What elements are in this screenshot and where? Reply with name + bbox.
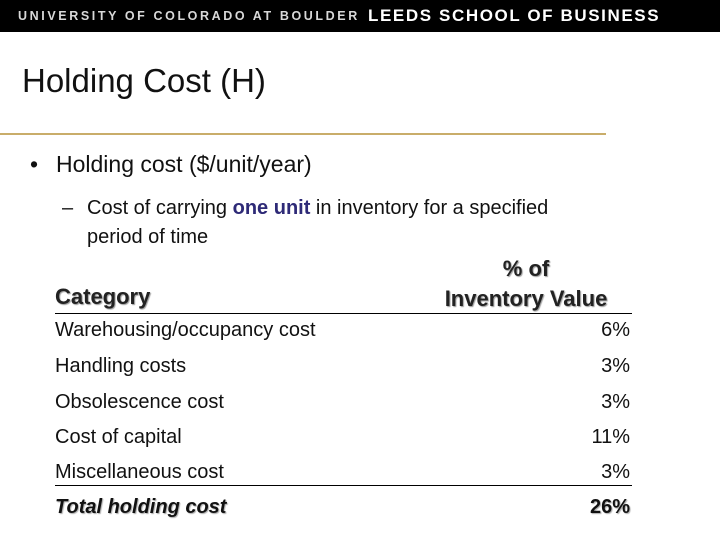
header-banner: UNIVERSITY OF COLORADO AT BOULDER LEEDS … — [0, 0, 720, 32]
header-underline — [55, 313, 632, 314]
row-category: Obsolescence cost — [55, 391, 224, 413]
row-percent: 3% — [601, 461, 630, 483]
bullet-point: • Holding cost ($/unit/year) — [30, 151, 312, 178]
bullet-icon: • — [30, 151, 39, 177]
table-row: Cost of capital 11% — [55, 426, 630, 456]
total-percent: 26% — [589, 496, 630, 518]
row-category: Cost of capital — [55, 426, 182, 448]
row-percent: 3% — [601, 391, 630, 413]
row-category: Warehousing/occupancy cost — [55, 319, 316, 341]
sub-text-post: in inventory for a specified — [310, 197, 549, 219]
sub-bullet-line-1: Cost of carrying one unit in inventory f… — [62, 194, 662, 223]
header-percent-line-1: % of — [502, 256, 550, 281]
row-percent: 11% — [591, 426, 630, 448]
total-category: Total holding cost — [55, 496, 227, 518]
row-percent: 3% — [601, 355, 630, 377]
header-category: Category — [55, 284, 151, 309]
slide-title: Holding Cost (H) — [22, 62, 266, 99]
row-percent: 6% — [601, 319, 630, 341]
sub-bullet: – Cost of carrying one unit in inventory… — [62, 194, 662, 252]
table-row: Warehousing/occupancy cost 6% — [55, 319, 630, 349]
title-divider — [0, 133, 606, 135]
row-category: Miscellaneous cost — [55, 461, 224, 483]
table-row: Miscellaneous cost 3% — [55, 461, 630, 491]
table-row: Handling costs 3% — [55, 355, 630, 385]
sub-text-pre: Cost of carrying — [87, 197, 233, 219]
university-name: UNIVERSITY OF COLORADO AT BOULDER — [18, 9, 360, 23]
header-percent: % of Inventory Value — [400, 254, 630, 314]
bullet-text: Holding cost ($/unit/year) — [56, 151, 312, 177]
dash-icon: – — [62, 197, 74, 219]
sub-text-emphasis: one unit — [232, 197, 311, 219]
total-divider — [55, 485, 632, 486]
total-row: Total holding cost 26% — [55, 496, 630, 526]
school-name: LEEDS SCHOOL OF BUSINESS — [368, 6, 661, 25]
header-percent-line-2: Inventory Value — [444, 286, 608, 311]
sub-bullet-line-2: period of time — [87, 226, 209, 248]
table-row: Obsolescence cost 3% — [55, 391, 630, 421]
row-category: Handling costs — [55, 355, 187, 377]
